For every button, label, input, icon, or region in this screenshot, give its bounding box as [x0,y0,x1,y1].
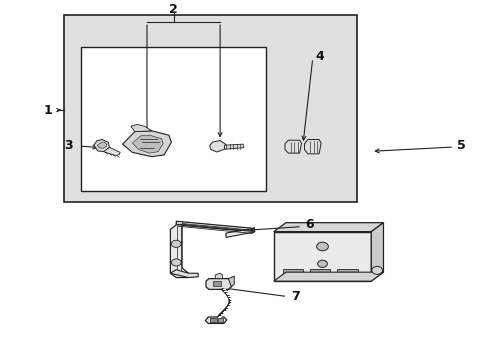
Bar [309,269,330,280]
Bar [218,318,223,322]
Polygon shape [273,223,383,231]
Polygon shape [224,144,244,149]
Polygon shape [103,147,120,156]
Text: 5: 5 [456,139,465,152]
Text: 3: 3 [64,139,73,152]
Polygon shape [215,273,222,279]
Polygon shape [209,140,225,152]
Bar [176,221,182,224]
Text: 6: 6 [305,218,313,231]
Bar [336,269,357,280]
Polygon shape [170,225,188,278]
Polygon shape [273,272,383,281]
Polygon shape [170,270,198,278]
Polygon shape [285,140,301,153]
Bar [81,47,266,191]
Polygon shape [225,228,254,237]
Polygon shape [132,135,163,153]
Polygon shape [228,276,234,287]
Bar [282,269,303,280]
Bar [64,15,356,202]
Text: 7: 7 [290,290,299,303]
Polygon shape [176,221,254,232]
Text: 1: 1 [43,104,52,117]
Polygon shape [94,139,109,152]
Polygon shape [205,317,226,323]
Bar [212,282,220,286]
Polygon shape [205,279,231,289]
Bar [273,231,370,281]
Circle shape [317,260,327,267]
Polygon shape [131,125,152,132]
Text: 4: 4 [315,50,323,63]
Text: 2: 2 [169,3,178,16]
Polygon shape [304,139,321,154]
Bar [210,318,217,322]
Polygon shape [122,131,171,157]
Circle shape [171,240,181,247]
Circle shape [171,259,181,266]
Polygon shape [97,142,107,148]
Circle shape [371,266,382,274]
Circle shape [316,242,328,251]
Polygon shape [370,223,383,281]
